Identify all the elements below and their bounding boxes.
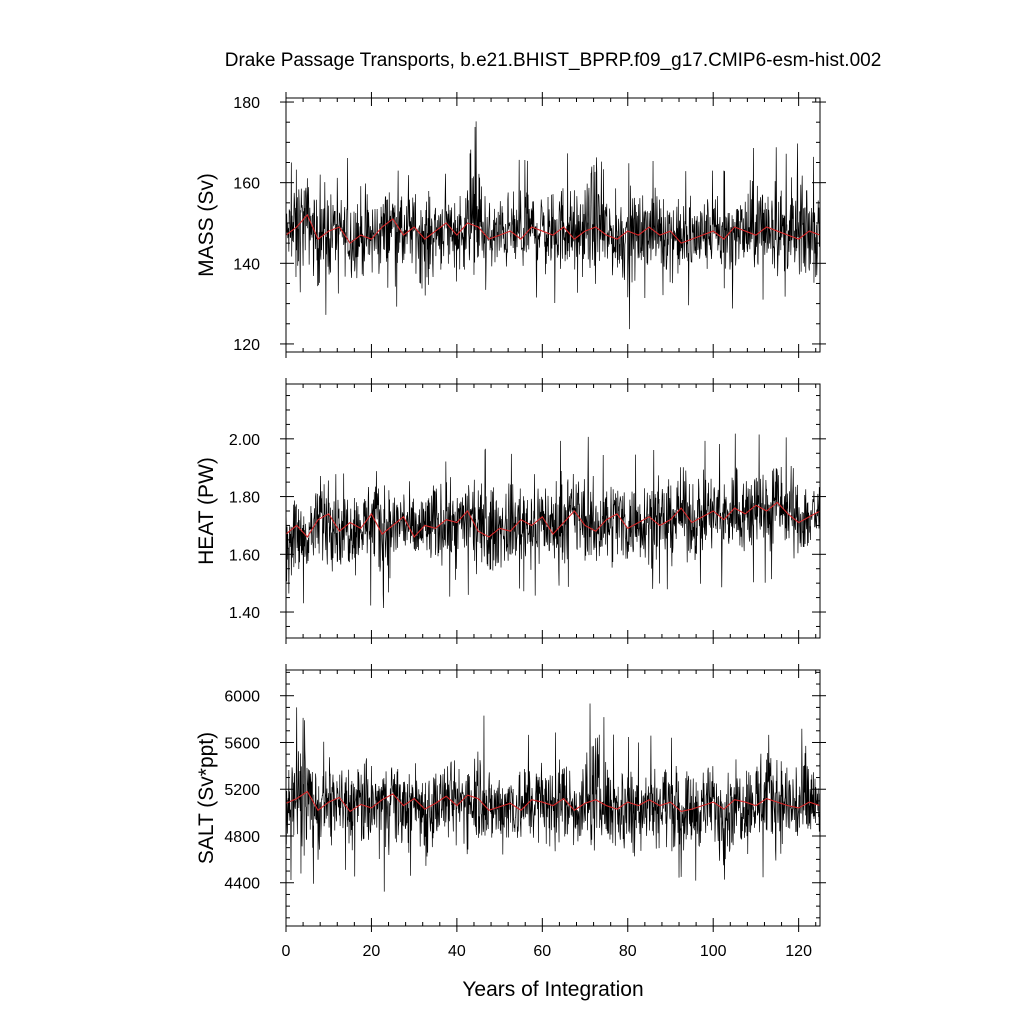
y-tick-label: 5200 [224, 782, 260, 799]
y-tick-label: 1.40 [229, 605, 260, 622]
y-axis-label: HEAT (PW) [195, 457, 218, 565]
panel-heat: 1.40 1.60 1.80 2.00 HEAT (PW) [195, 378, 826, 644]
plot-frame [285, 669, 821, 927]
x-tick-label: 0 [282, 943, 291, 960]
x-tick-label: 100 [700, 943, 727, 960]
x-tick-label: 120 [785, 943, 812, 960]
chart-title: Drake Passage Transports, b.e21.BHIST_BP… [225, 50, 882, 71]
monthly-series-line [285, 121, 821, 330]
y-tick-label: 120 [233, 337, 260, 354]
y-tick-label: 2.00 [229, 432, 260, 449]
y-tick-label: 4800 [224, 829, 260, 846]
y-axis-label: MASS (Sv) [195, 173, 218, 277]
y-tick-label: 160 [233, 176, 260, 193]
annual-series-line [285, 501, 821, 538]
monthly-series-line [285, 703, 821, 892]
x-tick-label: 80 [619, 943, 637, 960]
annual-series-line [285, 790, 821, 813]
y-tick-label: 1.60 [229, 547, 260, 564]
y-tick-label: 1.80 [229, 490, 260, 507]
panel-mass: 120 140 160 180 MASS (Sv) [195, 92, 826, 358]
annual-series-line [285, 213, 821, 244]
y-tick-label: 5600 [224, 735, 260, 752]
panels-group: 120 140 160 180 MASS (Sv) 1.40 1.60 1.80 2.00 HEA… [195, 92, 826, 960]
y-tick-label: 6000 [224, 689, 260, 706]
x-axis-label: Years of Integration [462, 978, 643, 1001]
panel-salt: 0 20 40 60 80 100 120 4400 4800 5200 5600 6000 SALT … [195, 664, 826, 960]
y-tick-label: 180 [233, 95, 260, 112]
y-axis-label: SALT (Sv*ppt) [195, 732, 218, 864]
x-tick-label: 40 [448, 943, 466, 960]
y-tick-label: 4400 [224, 876, 260, 893]
plot-frame [285, 97, 821, 353]
y-tick-label: 140 [233, 256, 260, 273]
x-tick-label: 20 [363, 943, 381, 960]
x-tick-label: 60 [533, 943, 551, 960]
